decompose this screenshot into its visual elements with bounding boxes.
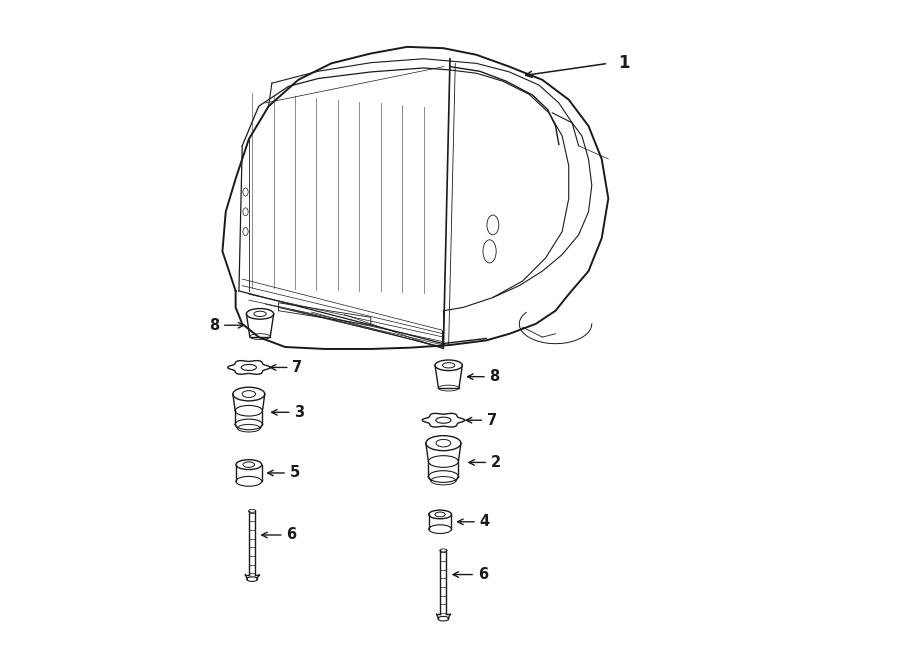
Text: 6: 6 xyxy=(286,527,296,543)
Text: 3: 3 xyxy=(294,405,304,420)
Text: 2: 2 xyxy=(491,455,501,470)
Text: 1: 1 xyxy=(618,54,630,71)
Text: 7: 7 xyxy=(292,360,302,375)
Text: 7: 7 xyxy=(487,412,497,428)
Text: 8: 8 xyxy=(209,318,219,332)
Text: 5: 5 xyxy=(290,465,300,481)
Text: 8: 8 xyxy=(490,369,500,384)
Text: 6: 6 xyxy=(478,567,488,582)
Text: 4: 4 xyxy=(480,514,490,529)
